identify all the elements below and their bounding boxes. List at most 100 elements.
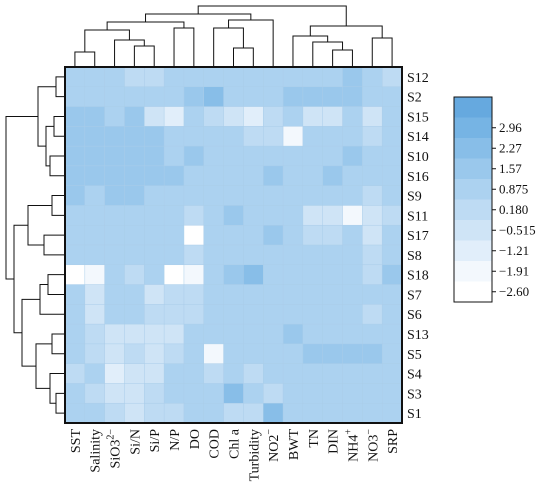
- heatmap-cell: [322, 225, 343, 246]
- heatmap-cell: [183, 146, 205, 167]
- heatmap-cell: [342, 165, 363, 186]
- heatmap-cell: [382, 205, 403, 226]
- column-dendrogram: [74, 5, 393, 67]
- heatmap-cell: [203, 126, 224, 147]
- heatmap-cell: [342, 343, 363, 364]
- heatmap-cell: [243, 146, 264, 167]
- dendrogram-branch: [197, 5, 347, 26]
- heatmap-cell: [362, 165, 383, 186]
- heatmap-cell: [243, 324, 264, 345]
- row-label: S10: [407, 150, 429, 165]
- heatmap-cell: [322, 264, 343, 285]
- row-label: S12: [407, 71, 429, 86]
- heatmap-cell: [183, 165, 205, 186]
- heatmap-cell: [144, 284, 165, 305]
- colorbar-tick-label: −0.515: [499, 222, 536, 237]
- heatmap-cell: [203, 146, 224, 167]
- colorbar-legend: 2.96 2.27 1.57 0.875 0.180 −0.515 −1.21 −1.91 −2…: [453, 96, 536, 303]
- heatmap-cell: [164, 67, 185, 88]
- heatmap-cell: [65, 383, 86, 404]
- heatmap-cell: [302, 343, 324, 364]
- heatmap-cell: [362, 245, 383, 266]
- heatmap-cell: [382, 126, 403, 147]
- column-label: NH4+: [343, 429, 361, 462]
- heatmap-cell: [144, 106, 165, 127]
- heatmap-cell: [283, 245, 304, 266]
- heatmap-cell: [164, 383, 185, 404]
- heatmap-cell: [342, 245, 363, 266]
- heatmap-cell: [84, 245, 105, 266]
- heatmap-cell: [322, 363, 343, 384]
- heatmap-cell: [124, 205, 145, 226]
- heatmap-cell: [263, 106, 284, 127]
- heatmap-cell: [283, 146, 304, 167]
- heatmap-cell: [342, 363, 363, 384]
- heatmap-cell: [223, 343, 244, 364]
- colorbar-tick-label: 1.57: [499, 161, 522, 176]
- row-dendrogram: [5, 76, 65, 414]
- heatmap-cell: [283, 324, 304, 345]
- dendrogram-branch: [51, 195, 65, 216]
- heatmap-cell: [203, 185, 224, 206]
- heatmap-cell: [342, 126, 363, 147]
- heatmap-cell: [283, 304, 304, 325]
- heatmap-cell: [302, 225, 324, 246]
- heatmap-cell: [203, 264, 224, 285]
- heatmap-cell: [223, 304, 244, 325]
- heatmap-cell: [164, 205, 185, 226]
- colorbar-tick-label: −1.21: [499, 243, 529, 258]
- heatmap-cell: [144, 67, 165, 88]
- heatmap-cell: [362, 264, 383, 285]
- heatmap-cell: [183, 205, 205, 226]
- heatmap-cell: [283, 165, 304, 186]
- heatmap-cell: [144, 383, 165, 404]
- heatmap-cell: [84, 304, 105, 325]
- heatmap-cell: [243, 284, 264, 305]
- column-label: SST: [69, 429, 84, 454]
- dendrogram-branch: [53, 115, 65, 137]
- heatmap-cell: [203, 225, 224, 246]
- heatmap-cell: [243, 403, 264, 424]
- heatmap-cell: [302, 126, 324, 147]
- colorbar-swatch: [454, 220, 492, 241]
- heatmap-cell: [104, 324, 125, 345]
- row-label: S7: [407, 288, 422, 303]
- dendrogram-branch: [74, 51, 96, 67]
- heatmap-cell: [144, 363, 165, 384]
- heatmap-cell: [342, 304, 363, 325]
- heatmap-cell: [65, 86, 86, 107]
- row-label: S2: [407, 91, 422, 106]
- heatmap-cell: [84, 363, 105, 384]
- heatmap-cell: [263, 205, 284, 226]
- heatmap-cell: [183, 363, 205, 384]
- column-label: Si/P: [148, 429, 163, 453]
- row-label: S13: [407, 328, 429, 343]
- heatmap-cell: [243, 126, 264, 147]
- heatmap-cell: [342, 106, 363, 127]
- heatmap-cell: [243, 205, 264, 226]
- dendrogram-branch: [13, 224, 28, 334]
- row-label: S14: [407, 130, 429, 145]
- heatmap-cell: [302, 106, 324, 127]
- dendrogram-branch: [49, 373, 65, 404]
- heatmap-cell: [362, 67, 383, 88]
- heatmap-cell: [382, 245, 403, 266]
- heatmap-cell: [124, 363, 145, 384]
- heatmap-cell: [104, 86, 125, 107]
- heatmap-cell: [283, 86, 304, 107]
- heatmap-cell: [243, 106, 264, 127]
- heatmap-cell: [263, 165, 284, 186]
- colorbar-swatch: [454, 240, 492, 262]
- heatmap-cell: [65, 67, 86, 88]
- dendrogram-branch: [21, 298, 40, 367]
- column-label: NO3−: [363, 429, 381, 462]
- heatmap-cell: [183, 284, 205, 305]
- heatmap-cell: [203, 165, 224, 186]
- heatmap-cell: [382, 343, 403, 364]
- heatmap-cell: [283, 383, 304, 404]
- heatmap-cell: [65, 146, 86, 167]
- heatmap-cell: [124, 304, 145, 325]
- heatmap-cell: [223, 324, 244, 345]
- heatmap-cell: [283, 363, 304, 384]
- heatmap-cell: [382, 106, 403, 127]
